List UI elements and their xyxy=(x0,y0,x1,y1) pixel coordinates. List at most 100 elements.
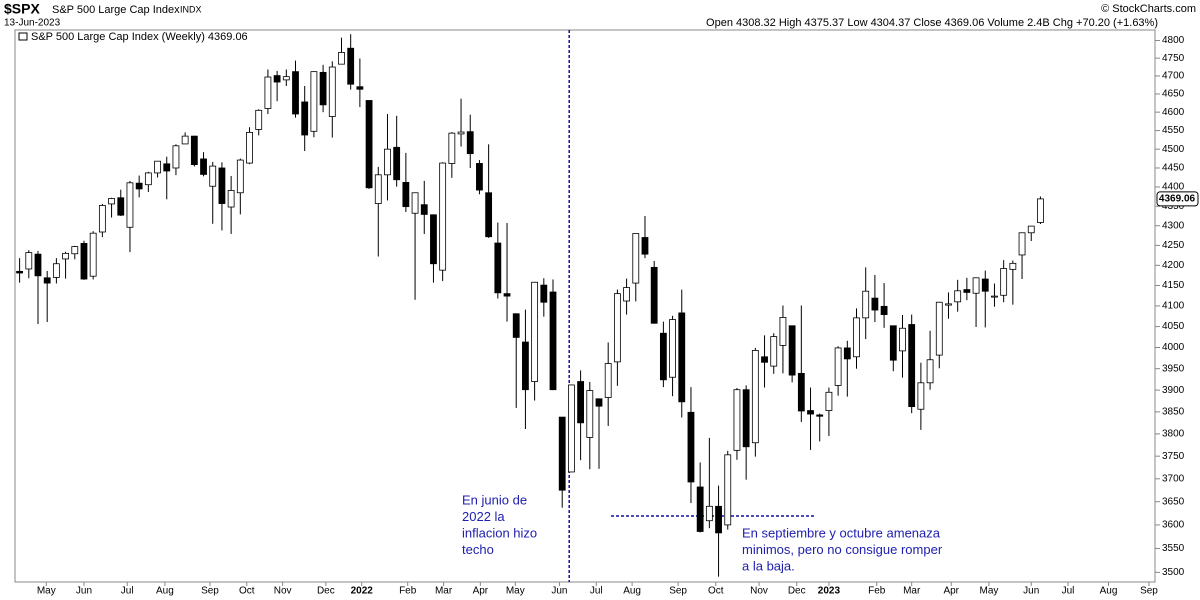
candle-body xyxy=(181,135,189,145)
exchange: INDX xyxy=(180,4,202,14)
x-tick-label: Apr xyxy=(943,586,959,597)
annotation-text: En junio de xyxy=(462,492,527,507)
candle-body xyxy=(319,71,327,106)
candle-body xyxy=(374,174,382,204)
x-tick-label: Sep xyxy=(201,586,219,597)
candle-body xyxy=(292,71,299,115)
candle-body xyxy=(393,146,401,181)
x-tick-label: Jul xyxy=(121,586,134,597)
candle-body xyxy=(733,389,741,451)
candle-body xyxy=(715,505,722,534)
candle-body xyxy=(209,165,217,187)
x-tick-label: Oct xyxy=(239,586,255,597)
candle-body xyxy=(549,291,557,391)
y-tick-label: 4050 xyxy=(1162,321,1185,332)
candle-body xyxy=(568,384,575,473)
candle-body xyxy=(512,313,520,338)
annotation-text: 2022 la xyxy=(462,509,505,524)
y-tick-label: 3750 xyxy=(1162,451,1185,462)
candle-body xyxy=(825,391,833,411)
x-tick-label: Jun xyxy=(551,586,567,597)
candle-body xyxy=(531,281,539,382)
candle-body xyxy=(144,172,152,186)
candle-body xyxy=(742,389,750,448)
candle-body xyxy=(779,317,787,346)
candle-body xyxy=(411,192,419,214)
candle-body xyxy=(43,277,51,284)
y-tick-label: 4200 xyxy=(1162,260,1185,271)
candle-body xyxy=(347,47,355,85)
candle-body xyxy=(687,411,695,483)
y-tick-label: 4600 xyxy=(1162,107,1185,118)
candle-body xyxy=(420,204,428,215)
candle-body xyxy=(1000,268,1008,296)
candle-body xyxy=(669,319,676,378)
candle-body xyxy=(246,132,253,164)
candle-body xyxy=(25,252,33,270)
candle-body xyxy=(659,332,667,381)
candle-body xyxy=(172,145,180,169)
candle-body xyxy=(135,182,143,190)
candle-body xyxy=(301,101,309,136)
x-tick-label: 2022 xyxy=(351,586,374,597)
candle-body xyxy=(613,293,621,363)
y-tick-label: 4350 xyxy=(1162,201,1185,212)
y-tick-label: 3650 xyxy=(1162,496,1185,507)
candle-body xyxy=(604,363,612,398)
candle-body xyxy=(62,252,69,260)
candle-body xyxy=(108,198,115,205)
x-tick-label: Oct xyxy=(708,586,724,597)
y-tick-label: 4300 xyxy=(1162,220,1185,231)
candle-body xyxy=(430,214,437,265)
candle-body xyxy=(558,416,566,491)
candle-body xyxy=(494,242,502,294)
x-tick-label: Aug xyxy=(1100,586,1118,597)
x-tick-label: Dec xyxy=(788,586,806,597)
y-tick-label: 4450 xyxy=(1162,163,1185,174)
candle-body xyxy=(1009,262,1017,270)
candle-body xyxy=(540,284,548,303)
x-tick-label: Aug xyxy=(156,586,174,597)
y-tick-label: 4000 xyxy=(1162,342,1185,353)
candle-body xyxy=(52,263,60,278)
x-tick-label: Jul xyxy=(1062,586,1075,597)
x-tick-label: Feb xyxy=(868,586,886,597)
candle-body xyxy=(1027,225,1035,234)
candle-body xyxy=(862,290,870,319)
y-tick-label: 3900 xyxy=(1162,385,1185,396)
candle-body xyxy=(402,182,410,208)
candle-body xyxy=(761,356,768,363)
y-tick-label: 3950 xyxy=(1162,363,1185,374)
y-tick-label: 3800 xyxy=(1162,429,1185,440)
y-tick-label: 3550 xyxy=(1162,543,1185,554)
last-price: 4369.06 xyxy=(1159,194,1196,205)
candle-body xyxy=(945,303,952,306)
candle-body xyxy=(16,270,23,274)
index-name: S&P 500 Large Cap Index xyxy=(52,4,180,16)
annotation-text: En septiembre y octubre amenaza xyxy=(742,525,941,540)
annotation-text: inflacion hizo xyxy=(462,525,537,540)
candle-body xyxy=(678,312,686,403)
candle-body xyxy=(623,287,630,302)
candle-body xyxy=(595,398,603,407)
annotation-text: a la baja. xyxy=(742,558,795,573)
candle-body xyxy=(770,336,778,367)
candle-body xyxy=(889,325,897,361)
candle-body xyxy=(577,381,585,424)
candle-body xyxy=(485,192,493,238)
candle-body xyxy=(899,327,906,352)
candle-body xyxy=(705,505,713,522)
candle-body xyxy=(954,290,962,303)
x-tick-label: Jun xyxy=(76,586,92,597)
candle-body xyxy=(935,301,943,356)
x-tick-label: Nov xyxy=(274,586,292,597)
y-tick-label: 4150 xyxy=(1162,280,1185,291)
annotation-text: minimos, pero no consigue romper xyxy=(742,542,943,557)
candle-body xyxy=(457,131,465,135)
candle-body xyxy=(227,190,235,208)
candle-body xyxy=(503,293,511,297)
candle-body xyxy=(218,167,226,204)
candle-body xyxy=(328,66,336,117)
